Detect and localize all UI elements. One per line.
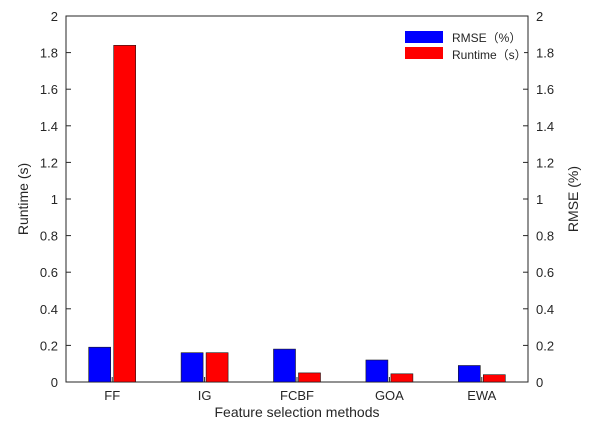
- bar-rmse-fcbf: [273, 348, 296, 383]
- left-y-tick-label: 0.4: [40, 302, 58, 317]
- bar-rmse-ig: [180, 352, 204, 383]
- right-y-tick-label: 1.4: [536, 119, 554, 134]
- left-y-tick-label: 0.8: [40, 229, 58, 244]
- bar-runtime-ewa: [482, 374, 506, 383]
- x-axis-title: Feature selection methods: [215, 404, 380, 420]
- legend: RMSE（%） Runtime（s）: [402, 28, 527, 64]
- left-y-tick-label: 2: [51, 9, 58, 24]
- right-y-tick-label: 1.8: [536, 46, 554, 61]
- tick-labels-group: FF IG FCBF GOA EWA 0 0 0.2 0.2 0.4 0.4 0.6 0.6 0.8 0.8…: [40, 9, 554, 403]
- left-y-axis-title: Runtime (s): [15, 163, 31, 235]
- left-y-tick-label: 1.8: [40, 46, 58, 61]
- x-tick-label-ig: IG: [198, 388, 212, 403]
- left-y-tick-label: 0: [51, 375, 58, 390]
- right-y-tick-label: 0.6: [536, 265, 554, 280]
- bar-rmse-ff: [88, 346, 111, 383]
- left-y-tick-label: 1.6: [40, 82, 58, 97]
- left-y-tick-label: 1: [51, 192, 58, 207]
- left-y-tick-label: 1.4: [40, 119, 58, 134]
- left-y-tick-label: 0.6: [40, 265, 58, 280]
- x-tick-label-goa: GOA: [375, 388, 404, 403]
- plot-area: [65, 15, 529, 383]
- bars-group: [88, 44, 506, 383]
- legend-label-rmse: RMSE（%）: [452, 31, 521, 45]
- right-y-tick-label: 0.8: [536, 229, 554, 244]
- right-y-axis-title: RMSE (%): [565, 166, 581, 232]
- x-tick-label-ff: FF: [104, 388, 120, 403]
- legend-label-runtime: Runtime（s）: [452, 48, 527, 62]
- right-y-tick-label: 2: [536, 9, 543, 24]
- right-y-tick-label: 1.6: [536, 82, 554, 97]
- right-y-tick-label: 1.2: [536, 155, 554, 170]
- left-y-tick-label: 1.2: [40, 155, 58, 170]
- bar-runtime-fcbf: [298, 372, 321, 383]
- bar-runtime-ff: [113, 44, 136, 383]
- ticks-group: [66, 15, 528, 383]
- bar-rmse-ewa: [457, 365, 481, 383]
- right-y-tick-label: 0: [536, 375, 543, 390]
- x-tick-label-fcbf: FCBF: [280, 388, 314, 403]
- right-y-tick-label: 0.2: [536, 338, 554, 353]
- right-y-tick-label: 0.4: [536, 302, 554, 317]
- bar-runtime-goa: [390, 373, 414, 383]
- bar-rmse-goa: [365, 359, 389, 383]
- left-y-tick-label: 0.2: [40, 338, 58, 353]
- bar-runtime-ig: [205, 352, 229, 383]
- legend-swatch-rmse: [405, 31, 443, 43]
- right-y-tick-label: 1: [536, 192, 543, 207]
- legend-swatch-runtime: [405, 47, 443, 59]
- x-tick-label-ewa: EWA: [467, 388, 496, 403]
